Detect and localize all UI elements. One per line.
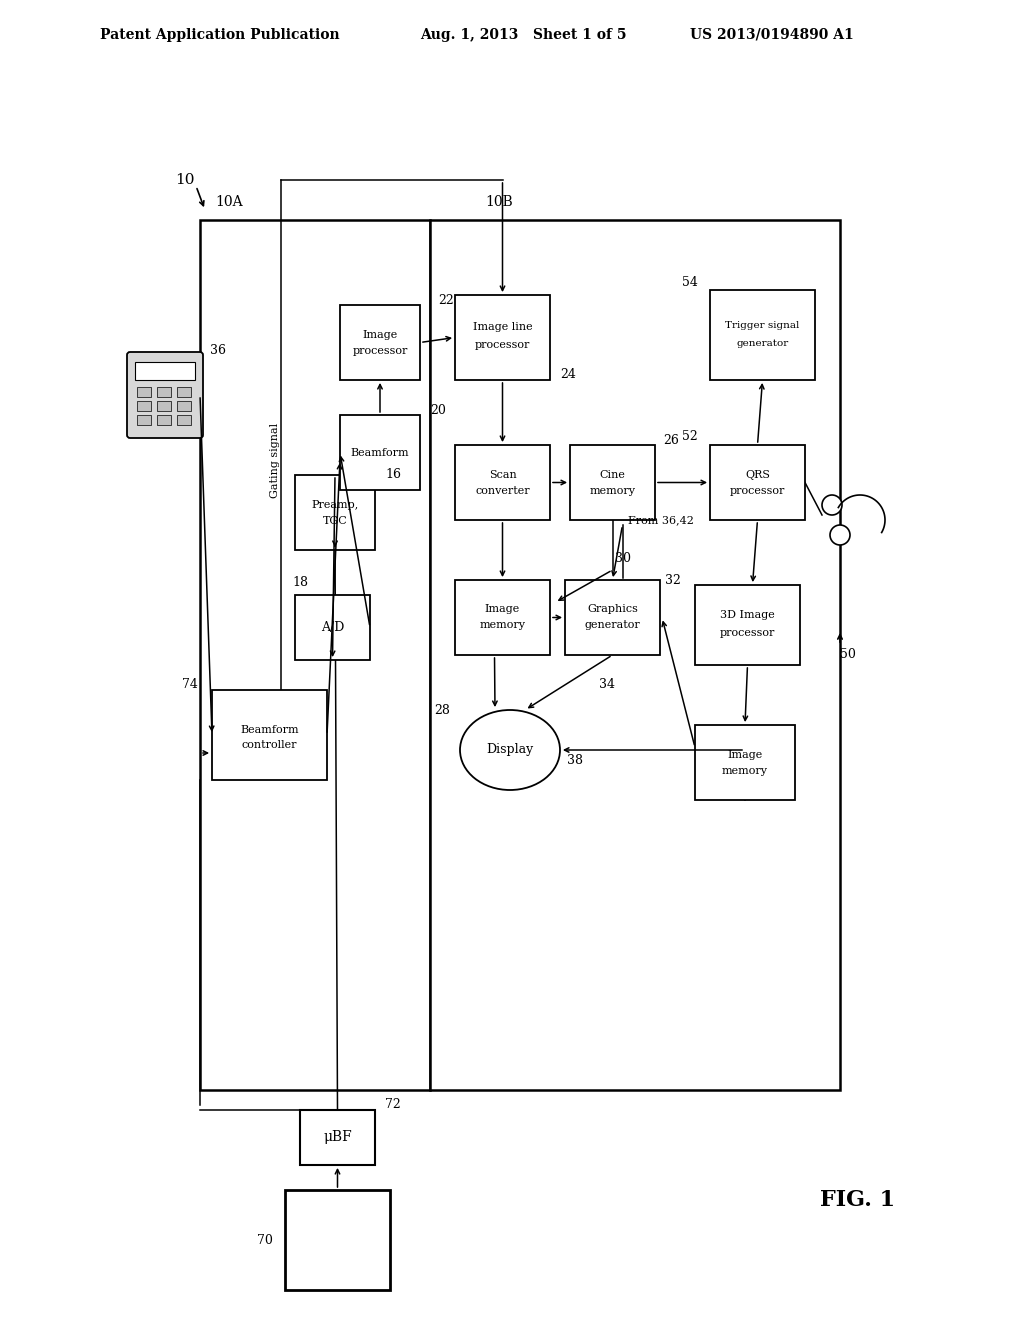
Text: A/D: A/D	[321, 620, 344, 634]
Bar	[340, 305, 420, 380]
Bar	[430, 220, 840, 1090]
Text: Beamform: Beamform	[241, 725, 299, 735]
Bar	[710, 445, 805, 520]
Text: 38: 38	[567, 754, 583, 767]
Text: 10B: 10B	[485, 195, 513, 209]
Text: Image line: Image line	[473, 322, 532, 333]
Text: 74: 74	[182, 678, 198, 692]
Text: 30: 30	[614, 552, 631, 565]
Text: converter: converter	[475, 486, 529, 495]
Bar	[570, 445, 655, 520]
FancyBboxPatch shape	[127, 352, 203, 438]
Bar	[177, 387, 191, 397]
Circle shape	[822, 495, 842, 515]
Text: processor: processor	[475, 341, 530, 351]
Text: memory: memory	[479, 620, 525, 631]
Text: 50: 50	[840, 648, 856, 661]
Bar	[695, 585, 800, 665]
Text: TGC: TGC	[323, 516, 347, 525]
Circle shape	[830, 525, 850, 545]
Text: 32: 32	[665, 573, 681, 586]
Text: generator: generator	[585, 620, 640, 631]
Text: Preamp,: Preamp,	[311, 499, 358, 510]
Text: From 36,42: From 36,42	[628, 515, 693, 525]
Bar	[157, 401, 171, 411]
Bar	[177, 414, 191, 425]
Bar	[285, 1191, 390, 1290]
Text: 3D Image: 3D Image	[720, 610, 775, 620]
Text: 24: 24	[560, 368, 575, 381]
Text: controller: controller	[242, 741, 297, 750]
Text: 10A: 10A	[215, 195, 243, 209]
Text: generator: generator	[736, 338, 788, 347]
Text: Gating signal: Gating signal	[269, 422, 280, 498]
Text: Graphics: Graphics	[587, 605, 638, 615]
Bar	[695, 725, 795, 800]
Bar	[340, 414, 420, 490]
Text: Image: Image	[485, 605, 520, 615]
Bar	[137, 401, 151, 411]
Text: μBF: μBF	[324, 1130, 352, 1144]
Text: processor: processor	[730, 486, 785, 495]
Text: Cine: Cine	[600, 470, 626, 479]
Text: 18: 18	[292, 577, 308, 590]
Bar	[135, 362, 195, 380]
Text: memory: memory	[590, 486, 636, 495]
Text: 22: 22	[438, 293, 454, 306]
Text: Aug. 1, 2013   Sheet 1 of 5: Aug. 1, 2013 Sheet 1 of 5	[420, 28, 627, 42]
Bar	[295, 475, 375, 550]
Text: US 2013/0194890 A1: US 2013/0194890 A1	[690, 28, 854, 42]
Text: Image: Image	[362, 330, 397, 339]
Text: Image: Image	[727, 750, 763, 759]
Text: Display: Display	[486, 743, 534, 756]
Bar	[295, 595, 370, 660]
Text: 34: 34	[599, 678, 615, 692]
Text: 54: 54	[682, 276, 698, 289]
Text: 28: 28	[434, 704, 450, 717]
Text: 36: 36	[210, 343, 226, 356]
Text: Patent Application Publication: Patent Application Publication	[100, 28, 340, 42]
Text: Scan: Scan	[488, 470, 516, 479]
Bar	[200, 220, 430, 1090]
Bar	[212, 690, 327, 780]
Bar	[300, 1110, 375, 1166]
Text: processor: processor	[352, 346, 408, 355]
Text: memory: memory	[722, 766, 768, 776]
Text: processor: processor	[720, 628, 775, 638]
Bar	[565, 579, 660, 655]
Bar	[455, 445, 550, 520]
Ellipse shape	[460, 710, 560, 789]
Text: 26: 26	[663, 433, 679, 446]
Bar	[455, 294, 550, 380]
Bar	[455, 579, 550, 655]
Text: 72: 72	[385, 1098, 400, 1111]
Text: 52: 52	[682, 430, 698, 444]
Text: Beamform: Beamform	[350, 447, 410, 458]
Text: 16: 16	[385, 469, 401, 482]
Bar	[137, 414, 151, 425]
Text: Trigger signal: Trigger signal	[725, 321, 800, 330]
Bar	[157, 387, 171, 397]
Text: 70: 70	[257, 1233, 273, 1246]
Text: 20: 20	[430, 404, 445, 417]
Text: QRS: QRS	[745, 470, 770, 479]
Text: 10: 10	[175, 173, 195, 187]
Bar	[710, 290, 815, 380]
Bar	[157, 414, 171, 425]
Bar	[137, 387, 151, 397]
Bar	[177, 401, 191, 411]
Text: FIG. 1: FIG. 1	[820, 1189, 895, 1210]
